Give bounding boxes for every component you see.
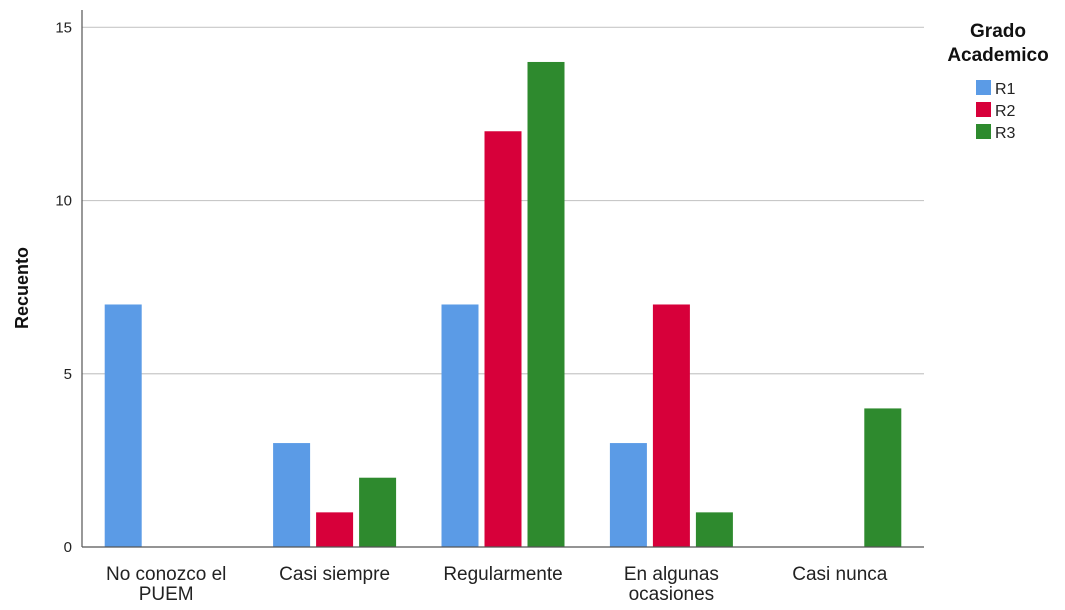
- x-category-label: En algunas: [624, 564, 719, 585]
- legend-title: Grado: [970, 21, 1026, 42]
- x-category-label: Casi nunca: [792, 564, 887, 585]
- legend-label-r1: R1: [995, 81, 1016, 98]
- y-tick-labels: 0 5 10 15: [55, 19, 72, 556]
- y-tick-label: 5: [64, 366, 72, 383]
- y-tick-label: 0: [64, 539, 72, 556]
- legend-title: Academico: [947, 45, 1048, 66]
- bar-r1: [609, 443, 647, 547]
- bar-r3: [527, 61, 565, 547]
- axes: [81, 10, 924, 548]
- x-category-label: Regularmente: [443, 564, 562, 585]
- bar-r3: [695, 512, 733, 547]
- x-category-label: PUEM: [139, 584, 194, 605]
- bars: [104, 61, 902, 548]
- legend-swatch-r2: [976, 102, 991, 117]
- y-axis-title: Recuento: [12, 247, 32, 329]
- bar-r2: [316, 512, 354, 547]
- bar-r2: [484, 131, 522, 548]
- legend-swatch-r3: [976, 124, 991, 139]
- bar-r3: [359, 477, 397, 547]
- bar-r1: [441, 304, 479, 547]
- y-tick-label: 15: [55, 19, 72, 36]
- legend-label-r2: R2: [995, 103, 1016, 120]
- bar-r1: [273, 443, 311, 547]
- legend-label-r3: R3: [995, 125, 1016, 142]
- legend: Grado Academico R1 R2 R3: [947, 21, 1048, 142]
- x-category-label: ocasiones: [629, 584, 715, 605]
- bar-r2: [652, 304, 690, 547]
- bar-r3: [864, 408, 902, 547]
- bar-r1: [104, 304, 142, 547]
- x-category-label: Casi siempre: [279, 564, 390, 585]
- x-category-label: No conozco el: [106, 564, 226, 585]
- legend-swatch-r1: [976, 80, 991, 95]
- y-tick-label: 10: [55, 193, 72, 210]
